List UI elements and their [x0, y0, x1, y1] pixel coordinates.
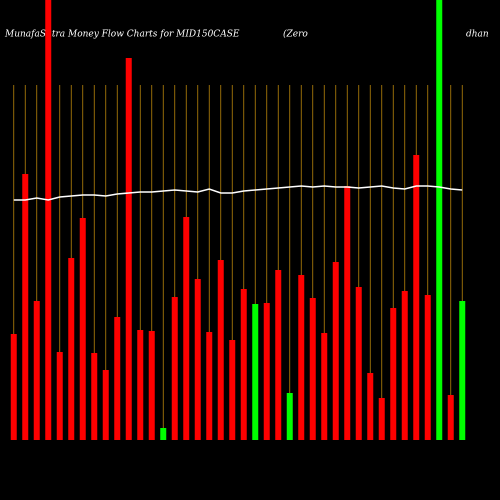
bar: [194, 279, 201, 440]
bar: [125, 58, 132, 440]
bar: [240, 289, 247, 440]
bar: [229, 340, 236, 440]
bar: [424, 295, 431, 440]
bar: [137, 330, 144, 440]
bar: [206, 332, 213, 440]
bar: [275, 270, 282, 440]
bar: [171, 297, 178, 440]
bar: [68, 258, 75, 440]
bar: [45, 0, 52, 440]
bar: [102, 370, 109, 440]
bar: [401, 291, 408, 440]
bar: [56, 352, 63, 440]
bar: [114, 317, 121, 440]
bar: [183, 217, 190, 440]
bar: [332, 262, 339, 440]
bar: [447, 395, 454, 440]
bar: [367, 373, 374, 440]
bar: [160, 428, 167, 440]
bar: [355, 287, 362, 440]
bar: [22, 174, 29, 440]
bar: [309, 298, 316, 440]
bar: [298, 275, 305, 440]
bar: [263, 303, 270, 440]
bar: [91, 353, 98, 440]
bar: [79, 218, 86, 440]
chart-title: MunafaSutra Money Flow Charts for MID150…: [4, 30, 240, 40]
bar: [286, 393, 293, 440]
bar: [252, 304, 259, 440]
chart-subtitle: (Zero: [283, 29, 308, 40]
bar: [436, 0, 443, 440]
bar: [344, 186, 351, 440]
bar: [10, 334, 17, 440]
bar: [459, 301, 466, 440]
bar: [217, 260, 224, 440]
bar: [33, 301, 40, 440]
bar: [390, 308, 397, 440]
bar: [378, 398, 385, 440]
bar: [413, 155, 420, 440]
chart-title-right: dhan: [466, 30, 489, 40]
bar: [148, 331, 155, 440]
bar: [321, 333, 328, 440]
money-flow-line: [13, 185, 463, 201]
